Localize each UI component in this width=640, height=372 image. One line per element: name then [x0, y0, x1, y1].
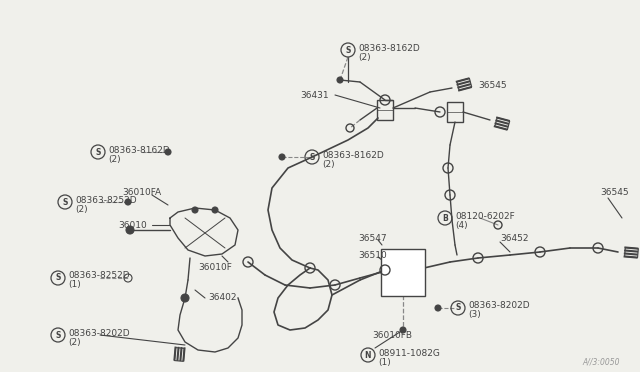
- Bar: [377, 100, 393, 120]
- Circle shape: [126, 226, 134, 234]
- Text: 36452: 36452: [500, 234, 529, 243]
- Text: 36547: 36547: [358, 234, 387, 243]
- Text: (2): (2): [108, 154, 120, 164]
- Text: S: S: [95, 148, 100, 157]
- Text: N: N: [365, 350, 371, 359]
- Text: (2): (2): [358, 52, 371, 61]
- Circle shape: [400, 327, 406, 333]
- Text: 08363-8202D: 08363-8202D: [68, 328, 130, 337]
- Text: S: S: [309, 153, 315, 161]
- Text: 36010F: 36010F: [198, 263, 232, 273]
- Text: (4): (4): [455, 221, 468, 230]
- Text: (2): (2): [322, 160, 335, 169]
- Text: S: S: [346, 45, 351, 55]
- Text: 36545: 36545: [600, 187, 628, 196]
- Circle shape: [125, 199, 131, 205]
- Text: 08363-8252D: 08363-8252D: [68, 272, 130, 280]
- Text: 36010FA: 36010FA: [122, 187, 161, 196]
- Text: 08363-8162D: 08363-8162D: [358, 44, 420, 52]
- Text: (2): (2): [75, 205, 88, 214]
- Text: (2): (2): [68, 337, 81, 346]
- Text: S: S: [55, 273, 61, 282]
- Text: 36010: 36010: [118, 221, 147, 230]
- Circle shape: [435, 305, 441, 311]
- Text: 36010FB: 36010FB: [372, 330, 412, 340]
- FancyBboxPatch shape: [381, 249, 425, 296]
- Text: (1): (1): [378, 357, 391, 366]
- Text: 36431: 36431: [300, 90, 328, 99]
- Circle shape: [212, 207, 218, 213]
- Text: A//3:0050: A//3:0050: [582, 357, 620, 366]
- Text: 36402: 36402: [208, 294, 237, 302]
- Text: S: S: [62, 198, 68, 206]
- Circle shape: [192, 207, 198, 213]
- Text: 08363-8162D: 08363-8162D: [322, 151, 384, 160]
- Text: 08120-6202F: 08120-6202F: [455, 212, 515, 221]
- Text: 08363-8202D: 08363-8202D: [468, 301, 530, 311]
- Text: 08911-1082G: 08911-1082G: [378, 349, 440, 357]
- Circle shape: [165, 149, 171, 155]
- Text: 08363-8252D: 08363-8252D: [75, 196, 136, 205]
- Circle shape: [181, 294, 189, 302]
- Text: S: S: [55, 330, 61, 340]
- Circle shape: [337, 77, 343, 83]
- Circle shape: [279, 154, 285, 160]
- Text: B: B: [442, 214, 448, 222]
- Text: 36510: 36510: [358, 250, 387, 260]
- Text: S: S: [455, 304, 461, 312]
- Bar: [447, 102, 463, 122]
- Text: 08363-8162D: 08363-8162D: [108, 145, 170, 154]
- Text: 36545: 36545: [478, 80, 507, 90]
- Text: (1): (1): [68, 280, 81, 289]
- Text: (3): (3): [468, 311, 481, 320]
